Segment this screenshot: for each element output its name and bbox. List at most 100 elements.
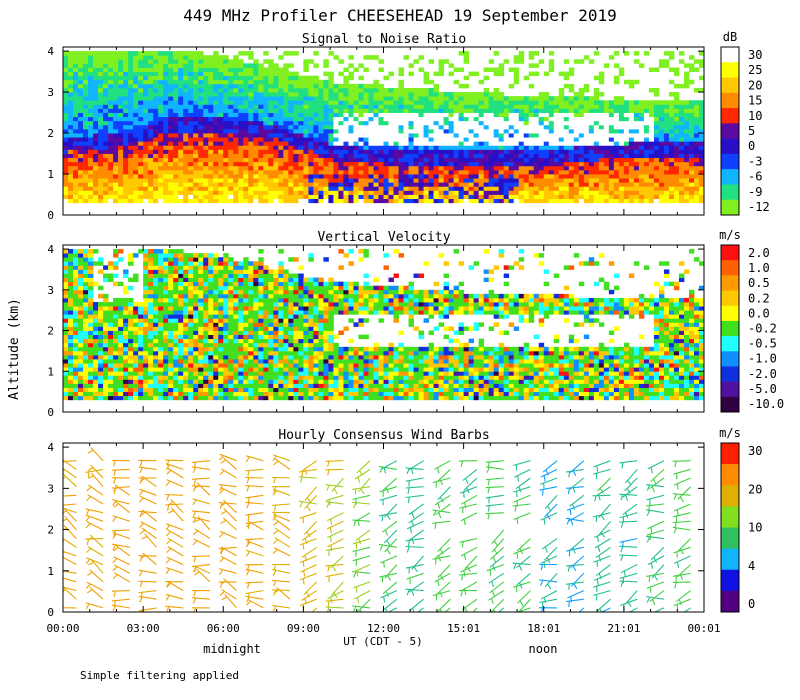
wind-barb (353, 564, 371, 573)
wind-barb (167, 537, 184, 548)
barb-flag (598, 573, 602, 580)
wind-barb (437, 538, 451, 552)
barb-flag (439, 548, 444, 555)
y-tick-label: 4 (47, 243, 54, 256)
colorbar-label: 20 (748, 78, 762, 92)
barb-flag (194, 566, 197, 573)
wind-barb (408, 503, 424, 515)
wind-barb (595, 564, 611, 577)
wind-barb (432, 477, 451, 484)
barb-flag (625, 512, 629, 519)
barb-flag (272, 605, 277, 612)
wind-barb (513, 486, 531, 493)
barb-flag (573, 618, 576, 623)
barb-flag (386, 575, 392, 581)
wind-barb (325, 606, 344, 609)
wind-barb (272, 454, 291, 462)
wind-barb (327, 538, 344, 548)
wind-barb (673, 598, 691, 607)
colorbar-units: m/s (719, 426, 741, 440)
barb-flag (304, 468, 308, 475)
wind-barb (540, 468, 558, 478)
wind-barb (434, 460, 451, 470)
wind-barb (435, 546, 451, 559)
y-tick-label: 4 (47, 441, 54, 454)
wind-barb (90, 472, 104, 488)
wind-barb (352, 494, 371, 500)
barb-flag (166, 548, 172, 554)
wind-barb (485, 494, 504, 499)
wind-barb (437, 486, 451, 501)
barb-flag (273, 477, 277, 484)
wind-barb (405, 588, 424, 592)
colorbar-swatch (721, 290, 739, 307)
barb-flag (112, 566, 118, 572)
wind-barb (301, 546, 318, 558)
wind-barb (406, 520, 424, 530)
wind-barb (593, 460, 611, 468)
wind-barb (382, 598, 398, 611)
wind-barb (218, 484, 237, 488)
barb-flag (192, 540, 198, 546)
wind-barb (144, 533, 157, 548)
barb-flag (86, 548, 92, 554)
wind-barb (63, 538, 77, 548)
barb-flag (596, 465, 599, 472)
barb-flag (411, 538, 415, 545)
wind-barb (218, 546, 237, 550)
barb-flag (545, 469, 549, 476)
barb-flag (247, 523, 250, 530)
barb-flag (520, 609, 523, 612)
wind-barb (540, 590, 558, 600)
barb-flag (219, 569, 224, 575)
wind-barb (358, 477, 371, 493)
barb-flag (61, 496, 62, 502)
wind-barb (298, 500, 317, 505)
wind-barb (540, 477, 558, 485)
barb-flag (63, 508, 64, 509)
wind-barb (303, 581, 318, 595)
barb-flag (112, 544, 117, 551)
barb-flag (437, 467, 440, 474)
y-tick-label: 0 (47, 406, 54, 419)
colorbar-label: 15 (748, 94, 762, 108)
wind-barb (90, 447, 104, 462)
wind-barb (170, 499, 184, 514)
barb-flag (569, 509, 572, 516)
barb-flag (650, 527, 653, 534)
wind-barb (111, 598, 130, 602)
barb-flag (600, 531, 606, 538)
wind-barb (472, 607, 478, 612)
colorbar-label: 5 (748, 124, 755, 138)
wind-barb (167, 546, 184, 557)
barb-flag (326, 501, 330, 508)
wind-barb (245, 494, 264, 499)
wind-barb (597, 477, 611, 492)
barb-flag (567, 487, 571, 495)
wind-barb (619, 545, 638, 548)
barb-flag (302, 543, 305, 550)
barb-flag (166, 606, 170, 612)
barb-flag (516, 518, 519, 525)
barb-flag (679, 574, 684, 580)
wind-barb (89, 534, 104, 548)
barb-flag (598, 614, 599, 620)
barb-flag (194, 518, 201, 523)
wind-barb (380, 460, 398, 470)
wind-barb (88, 484, 104, 496)
barb-flag (139, 511, 143, 518)
wind-barb (87, 546, 104, 557)
barb-flag (273, 564, 277, 571)
barb-flag (597, 545, 601, 552)
x-tick-label: 15:01 (447, 622, 480, 635)
wind-barb (191, 485, 210, 488)
wind-barb (382, 477, 398, 491)
y-tick-label: 0 (47, 606, 54, 619)
barb-flag (360, 488, 365, 495)
barb-flag (463, 553, 467, 561)
wind-barb (596, 598, 611, 612)
wind-barb (86, 557, 104, 566)
barb-flag (411, 520, 415, 527)
barb-flag (60, 608, 62, 614)
